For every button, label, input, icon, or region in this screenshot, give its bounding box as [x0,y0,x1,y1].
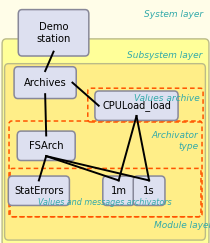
FancyBboxPatch shape [17,131,75,160]
Text: Archives: Archives [24,78,67,88]
Text: FSArch: FSArch [29,141,63,151]
Text: StatErrors: StatErrors [14,186,64,196]
Text: Values and messages archivators: Values and messages archivators [38,198,172,207]
Text: Module layer: Module layer [154,221,210,230]
Text: Archivator
type: Archivator type [152,131,198,151]
FancyBboxPatch shape [18,9,89,56]
FancyBboxPatch shape [95,91,178,121]
Text: Subsystem layer: Subsystem layer [127,51,203,60]
FancyBboxPatch shape [14,67,76,99]
FancyBboxPatch shape [5,64,205,240]
Text: Demo
station: Demo station [36,22,71,43]
Text: 1s: 1s [143,186,155,196]
FancyBboxPatch shape [103,176,135,206]
FancyBboxPatch shape [2,39,209,243]
Text: CPULoad_load: CPULoad_load [102,100,171,111]
Text: Values archive: Values archive [134,94,200,103]
Text: 1m: 1m [111,186,127,196]
FancyBboxPatch shape [8,176,69,206]
Text: System layer: System layer [143,10,203,19]
FancyBboxPatch shape [133,176,165,206]
